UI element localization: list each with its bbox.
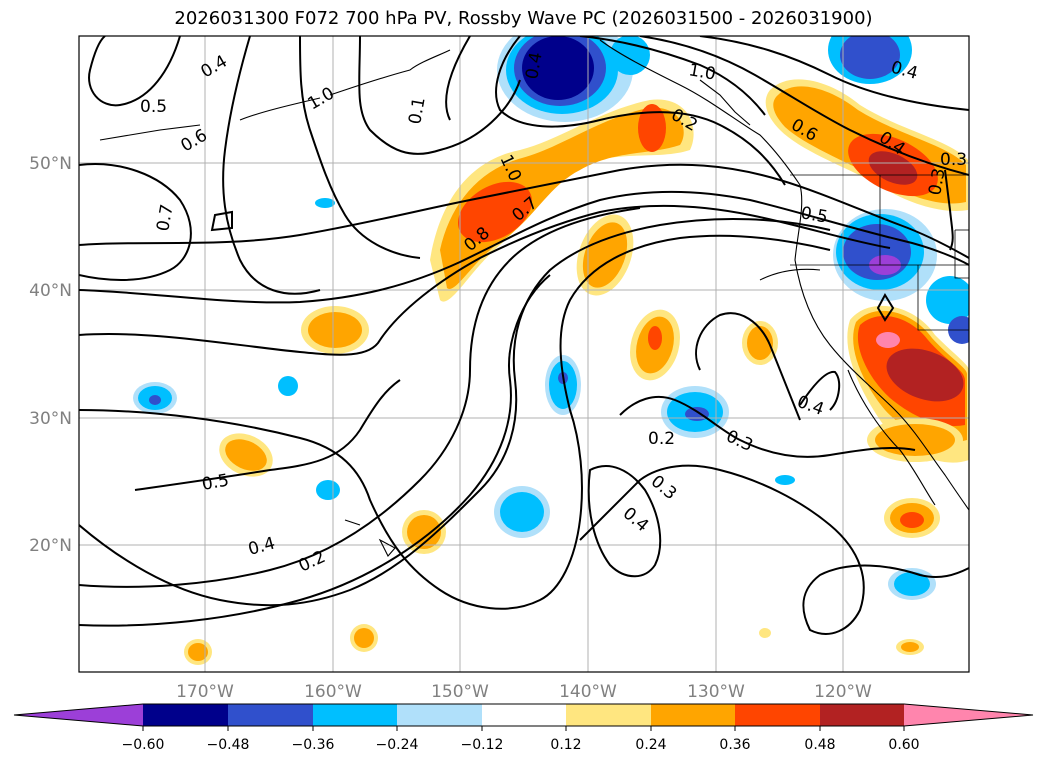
lon-label-170w: 170°W [176,682,234,702]
colorbar-bin [566,704,651,726]
state-borders [790,174,969,331]
colorbar-bin [397,704,482,726]
colorbar-bin [820,704,904,726]
colorbar-label: −0.48 [207,737,250,753]
colorbar-label: −0.36 [292,737,335,753]
lon-label-160w: 160°W [304,682,362,702]
neg-anomaly-small [133,198,936,600]
colorbar-label: 0.12 [550,737,581,753]
colorbar-bin [482,704,566,726]
pos-anomaly-small-5 [219,433,273,477]
pos-anomaly-small-3 [630,309,680,381]
lon-label-140w: 140°W [559,682,617,702]
contour-label: 1.0 [687,60,717,84]
colorbar-label: 0.48 [804,737,835,753]
pos-anomaly-small-2 [301,306,369,354]
colorbar-bin [313,704,397,726]
colorbar-label: −0.60 [122,737,165,753]
contour-label: 0.5 [799,203,829,227]
colorbar-label: 0.60 [888,737,919,753]
colorbar-bin [735,704,820,726]
colorbar-bin [228,704,313,726]
pos-anomaly-california [847,305,969,463]
colorbar-under [14,704,143,726]
colorbar-label: −0.12 [461,737,504,753]
contour-label: 0.1 [405,96,429,126]
colorbar-label: 0.36 [719,737,750,753]
longitude-labels: 170°W 160°W 150°W 140°W 130°W 120°W [176,682,872,702]
lon-label-130w: 130°W [687,682,745,702]
contour-label: 0.4 [522,51,546,81]
colorbar-labels: −0.60 −0.48 −0.36 −0.24 −0.12 0.12 0.24 … [122,737,920,753]
lat-label-40n: 40°N [29,281,72,301]
pos-anomaly-jet-arc [430,99,694,302]
pos-anomaly-small-4 [742,321,778,365]
pos-anomaly-small-6 [402,510,446,554]
lat-label-30n: 30°N [29,409,72,429]
latitude-labels: 50°N 40°N 30°N 20°N [29,154,72,556]
colorbar-bin [143,704,228,726]
contour-label: 0.5 [200,471,230,495]
contour-label: 0.5 [140,97,167,117]
colorbar-bin [651,704,735,726]
neg-anomaly-gulf-alaska [497,36,633,122]
colorbar-label: 0.24 [635,737,666,753]
colorbar-label: −0.24 [376,737,419,753]
pos-anomaly-baja [867,418,963,538]
lon-label-150w: 150°W [431,682,489,702]
pv-contours [79,36,969,635]
lat-label-50n: 50°N [29,154,72,174]
contour-label: 0.7 [153,203,177,233]
contour-label: 0.3 [940,150,967,170]
colorbar: −0.60 −0.48 −0.36 −0.24 −0.12 0.12 0.24 … [13,703,1034,753]
contour-label: 0.2 [648,429,675,449]
map-title: 2026031300 F072 700 hPa PV, Rossby Wave … [174,8,873,29]
pv-anomaly-shading [133,36,969,665]
contour-label: 0.3 [925,167,949,197]
map-frame [78,35,970,673]
graticule [79,36,969,672]
lat-label-20n: 20°N [29,536,72,556]
coastlines [99,39,969,557]
lon-label-120w: 120°W [814,682,872,702]
colorbar-over [904,704,1033,726]
map-panel: 0.4 0.5 0.6 1.0 0.7 0.4 0.5 0.2 0.4 1.0 … [79,36,969,672]
